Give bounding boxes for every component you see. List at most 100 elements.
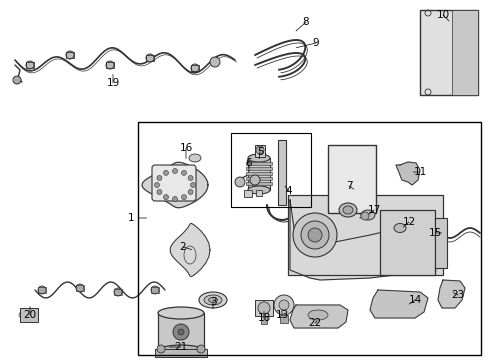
Text: 7: 7	[345, 181, 351, 191]
Circle shape	[157, 175, 162, 180]
Polygon shape	[170, 224, 209, 276]
Ellipse shape	[247, 154, 269, 162]
Bar	[151, 287, 159, 293]
Circle shape	[172, 168, 177, 174]
Circle shape	[360, 212, 368, 220]
Circle shape	[197, 345, 204, 353]
Circle shape	[26, 61, 34, 69]
Bar	[245, 182, 271, 185]
Circle shape	[146, 54, 154, 62]
Ellipse shape	[203, 295, 222, 305]
Circle shape	[249, 175, 260, 185]
Bar	[245, 172, 271, 175]
Text: 5: 5	[256, 147, 263, 157]
Text: 3: 3	[209, 297, 216, 307]
Text: 9: 9	[312, 38, 319, 48]
Bar	[434, 218, 446, 268]
Circle shape	[163, 195, 168, 200]
Circle shape	[188, 189, 193, 194]
Ellipse shape	[158, 345, 203, 357]
Bar	[287, 195, 442, 275]
Circle shape	[178, 329, 183, 335]
Ellipse shape	[208, 297, 217, 302]
Text: 11: 11	[412, 167, 426, 177]
Circle shape	[258, 302, 269, 314]
Circle shape	[157, 345, 164, 353]
Circle shape	[13, 76, 21, 84]
Text: 8: 8	[302, 17, 309, 27]
Circle shape	[151, 286, 159, 294]
Bar	[114, 289, 122, 295]
Bar	[280, 315, 287, 323]
Bar	[244, 190, 251, 197]
Polygon shape	[289, 305, 347, 328]
Bar	[38, 287, 46, 293]
Circle shape	[173, 324, 189, 340]
Circle shape	[106, 61, 114, 69]
Circle shape	[172, 197, 177, 202]
Ellipse shape	[158, 307, 203, 319]
Text: 15: 15	[427, 228, 441, 238]
Bar	[76, 285, 84, 291]
Circle shape	[190, 183, 195, 188]
Text: 1: 1	[127, 213, 134, 223]
Circle shape	[157, 189, 162, 194]
Bar	[158, 313, 203, 351]
Circle shape	[292, 213, 336, 257]
Bar	[20, 308, 38, 322]
Bar	[106, 62, 114, 68]
Bar	[26, 62, 34, 68]
Text: 4: 4	[285, 186, 292, 196]
Circle shape	[209, 57, 220, 67]
Text: 21: 21	[174, 342, 187, 352]
Bar	[256, 190, 262, 196]
Bar	[254, 300, 272, 316]
Polygon shape	[369, 290, 427, 318]
Text: 20: 20	[23, 310, 37, 320]
Ellipse shape	[338, 203, 356, 217]
Text: 19: 19	[106, 78, 120, 88]
Bar	[327, 145, 375, 213]
Circle shape	[181, 170, 186, 175]
Text: 17: 17	[366, 205, 380, 215]
Bar	[155, 349, 206, 357]
Bar	[191, 65, 199, 71]
Bar	[254, 145, 264, 157]
Bar	[419, 10, 477, 95]
Circle shape	[307, 228, 321, 242]
Circle shape	[273, 295, 293, 315]
Polygon shape	[395, 162, 419, 185]
Text: 14: 14	[407, 295, 421, 305]
Circle shape	[279, 300, 288, 310]
Bar	[247, 158, 269, 190]
Circle shape	[181, 195, 186, 200]
Ellipse shape	[199, 292, 226, 308]
Text: 22: 22	[308, 318, 321, 328]
Ellipse shape	[247, 186, 269, 194]
Circle shape	[301, 221, 328, 249]
Circle shape	[38, 286, 46, 294]
Ellipse shape	[360, 210, 374, 220]
Text: 10: 10	[436, 10, 448, 20]
Text: 2: 2	[179, 242, 186, 252]
Bar	[230, 133, 310, 207]
Bar	[451, 10, 477, 95]
Bar	[146, 55, 154, 61]
Ellipse shape	[189, 154, 201, 162]
Ellipse shape	[307, 310, 327, 320]
Polygon shape	[289, 200, 434, 280]
Bar	[138, 122, 480, 355]
Circle shape	[256, 146, 264, 154]
Text: 6: 6	[245, 158, 252, 168]
Text: 12: 12	[402, 217, 415, 227]
Bar	[278, 140, 285, 205]
Polygon shape	[142, 162, 207, 208]
Circle shape	[114, 288, 122, 296]
Circle shape	[191, 64, 199, 72]
Ellipse shape	[393, 224, 405, 233]
Circle shape	[163, 170, 168, 175]
Bar	[245, 162, 271, 165]
Circle shape	[66, 51, 74, 59]
Bar	[245, 177, 271, 180]
Circle shape	[235, 177, 244, 187]
